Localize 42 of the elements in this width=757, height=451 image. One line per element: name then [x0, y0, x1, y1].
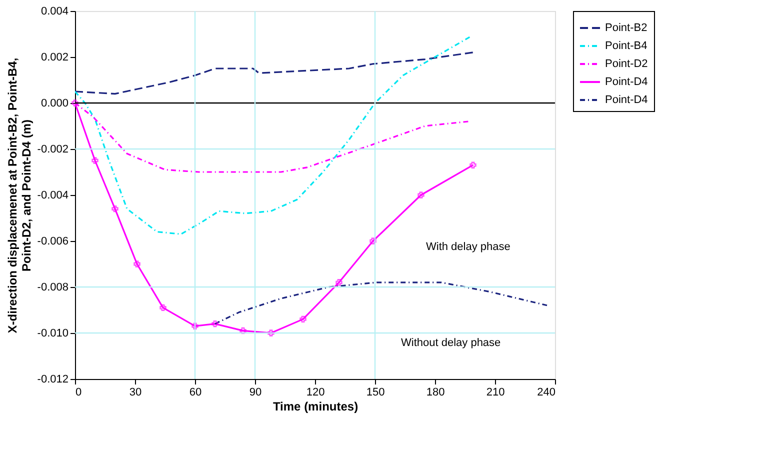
point — [470, 162, 476, 168]
annotation: With delay phase — [426, 241, 510, 253]
legend-label: Point-D4 — [605, 76, 648, 88]
y-tick-label: -0.008 — [37, 282, 68, 294]
y-tick-label: 0.004 — [40, 6, 68, 18]
point — [370, 238, 376, 244]
point — [112, 205, 118, 212]
x-tick-label: 120 — [306, 386, 325, 398]
point — [300, 316, 306, 323]
point — [92, 157, 98, 164]
x-tick-label: 30 — [129, 386, 142, 398]
y-tick-label: -0.004 — [37, 190, 68, 202]
point — [336, 279, 342, 286]
y-tick-label: -0.002 — [37, 144, 68, 156]
point — [240, 327, 246, 334]
x-tick-label: 210 — [486, 386, 505, 398]
line-series — [75, 36, 472, 235]
y-axis-title: X-direction displacemenet at Point-B2, Point-B4, Point-D2, and Point-D4 (m) — [5, 58, 34, 334]
y-tick-label: 0.002 — [40, 52, 68, 64]
point — [418, 192, 424, 198]
y-tick-label: -0.010 — [37, 328, 68, 340]
point — [134, 260, 140, 268]
x-tick-label: 90 — [249, 386, 262, 398]
y-tick-label: -0.006 — [37, 236, 68, 248]
x-tick-label: 240 — [537, 386, 556, 398]
x-tick-label: 60 — [189, 386, 202, 398]
annotation: Without delay phase — [401, 337, 501, 349]
line-series — [75, 52, 474, 95]
point — [192, 322, 198, 330]
legend-label: Point-B4 — [605, 40, 648, 52]
point — [268, 330, 274, 336]
x-tick-label: 150 — [366, 386, 385, 398]
x-tick-label: 0 — [76, 386, 82, 398]
x-axis-title: Time (minutes) — [272, 400, 358, 414]
legend-label: Point-B2 — [605, 22, 648, 34]
point — [212, 320, 218, 328]
x-tick-label: 180 — [426, 386, 445, 398]
legend-label: Point-D4 — [605, 94, 648, 106]
y-tick-label: -0.012 — [37, 374, 68, 386]
point — [160, 304, 166, 312]
legend-label: Point-D2 — [605, 58, 648, 70]
y-tick-label: 0.000 — [40, 98, 68, 110]
